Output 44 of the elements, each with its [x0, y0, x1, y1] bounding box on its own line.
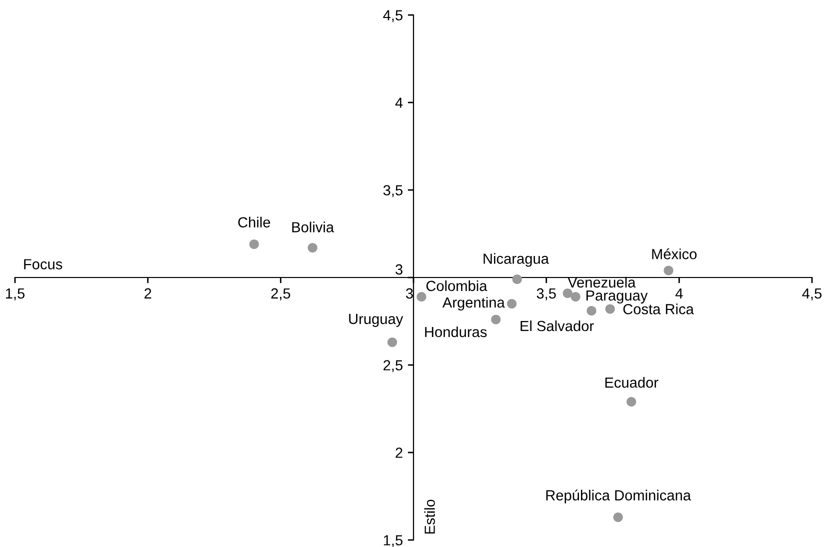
annotation: Colombia: [426, 280, 488, 292]
y-tick-label: 2: [396, 448, 402, 458]
y-tick-label: 4: [395, 98, 403, 108]
x-tick-label: 4: [675, 288, 683, 298]
x-tick-label: 3: [406, 288, 413, 299]
annotation: Uruguay: [349, 314, 404, 327]
point: [512, 274, 522, 284]
annotation: Nicaragua: [484, 253, 549, 267]
annotation: República Dominicana: [546, 490, 692, 504]
point: [506, 298, 517, 309]
y-tick-label: 3,5: [383, 185, 402, 198]
point: [387, 337, 398, 348]
point: [664, 266, 674, 276]
y-tick-label: 4,5: [383, 10, 402, 22]
y-tick-label: 1,5: [384, 535, 402, 547]
x-tick-label: 4,5: [802, 288, 822, 300]
point: [605, 304, 615, 314]
x-tick-label: 3,5: [536, 288, 556, 300]
point: [562, 288, 572, 298]
annotation: Paraguay: [586, 290, 648, 304]
y-tick-label: 2,5: [384, 360, 402, 372]
y-tick-label: 3: [396, 264, 402, 275]
point: [626, 396, 636, 407]
x-axis-title: Focus: [24, 259, 62, 270]
point: [570, 292, 580, 302]
annotation: Ecuador: [605, 377, 658, 388]
annotation: Honduras: [425, 326, 487, 338]
point: [308, 242, 318, 253]
point: [613, 512, 623, 522]
x-tick-label: 2,5: [271, 288, 290, 300]
x-tick-label: 2: [144, 288, 152, 298]
annotation: Argentina: [442, 296, 505, 311]
point: [416, 292, 426, 302]
annotation: México: [652, 248, 697, 260]
point: [249, 239, 259, 250]
annotation: El Salvador: [520, 320, 594, 332]
annotation: Chile: [238, 216, 270, 228]
annotation: Venezuela: [568, 276, 636, 288]
annotation: Bolivia: [292, 222, 334, 232]
annotation: Costa Rica: [623, 304, 694, 314]
y-axis-title: Estilo: [424, 500, 435, 534]
x-tick-label: 1,5: [6, 288, 25, 300]
point: [586, 306, 596, 316]
point: [491, 314, 501, 324]
